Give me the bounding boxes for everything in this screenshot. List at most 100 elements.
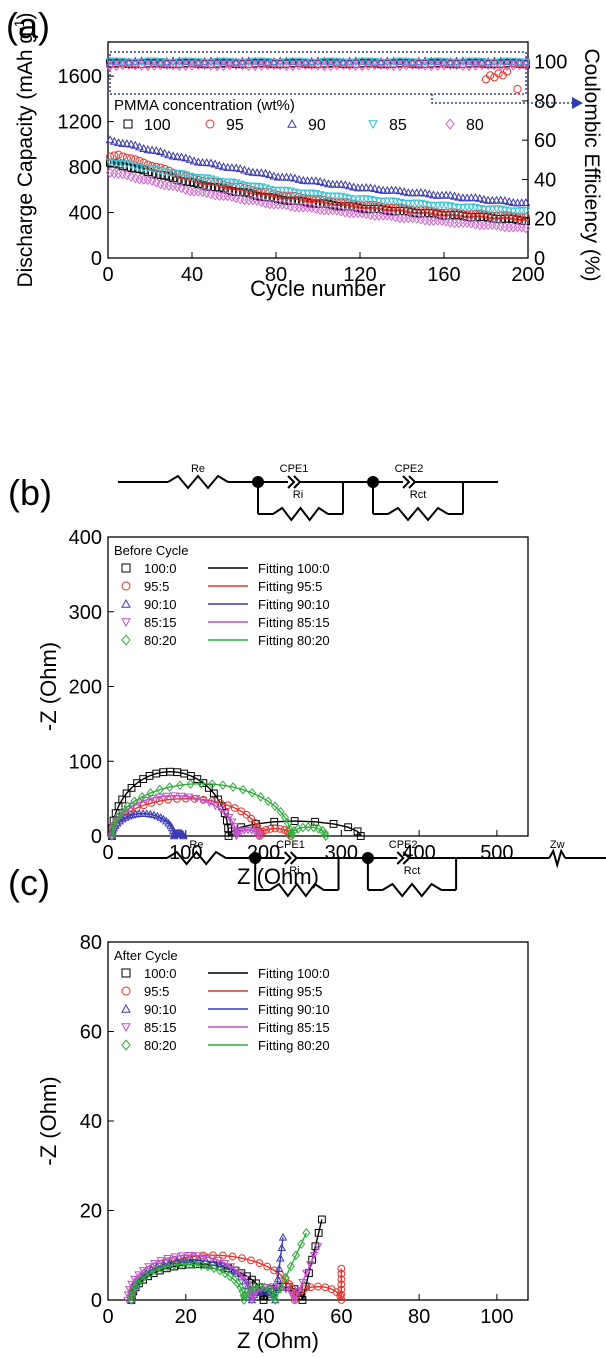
efficiency-point (269, 57, 279, 66)
capacity-point (122, 139, 132, 148)
legend-label: 85:15 (144, 1020, 177, 1035)
efficiency-point (174, 58, 184, 67)
capacity-point (223, 181, 232, 190)
efficiency-point (364, 60, 373, 71)
capacity-series-85 (105, 158, 531, 216)
capacity-point (508, 198, 518, 207)
data-point (209, 1263, 218, 1274)
capacity-point (172, 152, 182, 161)
data-point (271, 1295, 280, 1305)
efficiency-point (244, 58, 254, 67)
efficiency-point (111, 57, 121, 66)
capacity-point (298, 189, 308, 198)
capacity-point (404, 205, 413, 214)
capacity-point (508, 207, 518, 216)
efficiency-point (452, 56, 462, 65)
efficiency-point (282, 56, 291, 65)
data-point (243, 1287, 252, 1297)
circuit-label-re: Re (189, 839, 203, 851)
legend-fit-label: Fitting 80:20 (258, 1038, 330, 1053)
legend-marker (445, 118, 455, 130)
data-point (162, 792, 171, 801)
efficiency-point (237, 56, 247, 65)
efficiency-point (452, 60, 461, 71)
panel-label: (a) (6, 5, 50, 46)
y-axis-title-superscript: -1 (11, 19, 27, 32)
y2-tick-label: 40 (534, 169, 556, 191)
efficiency-point (257, 60, 266, 71)
capacity-point (496, 195, 506, 204)
capacity-point (232, 187, 241, 196)
capacity-point (425, 206, 434, 215)
data-point (337, 1264, 346, 1273)
capacity-point (328, 179, 338, 188)
legend-fit-label: Fitting 85:15 (258, 615, 330, 630)
capacity-point (303, 189, 312, 198)
capacity-point (206, 158, 216, 167)
capacity-point (248, 167, 258, 176)
data-point (286, 1288, 295, 1297)
data-point (236, 1282, 245, 1293)
data-point (272, 1285, 281, 1293)
data-point (276, 806, 285, 817)
legend-label: 90:10 (144, 597, 177, 612)
capacity-point (122, 170, 132, 181)
data-point (118, 814, 127, 823)
data-point (321, 831, 330, 841)
efficiency-highlight-box (109, 51, 527, 95)
efficiency-point (490, 60, 499, 71)
efficiency-point (263, 60, 272, 71)
capacity-point (177, 152, 186, 161)
data-point (293, 823, 303, 834)
capacity-point (400, 204, 409, 213)
legend-marker (205, 119, 215, 129)
warburg-icon (548, 848, 567, 869)
y2-tick-label: 60 (534, 130, 556, 152)
efficiency-point (137, 58, 147, 67)
capacity-point (395, 203, 404, 212)
capacity-point (361, 183, 371, 192)
legend-label: 85 (389, 117, 407, 134)
data-point (127, 1280, 136, 1289)
data-point (230, 804, 239, 812)
capacity-point (408, 199, 417, 208)
efficiency-point (433, 60, 442, 72)
data-point (118, 806, 127, 817)
efficiency-point (212, 58, 222, 67)
efficiency-point (420, 56, 430, 65)
capacity-point (454, 192, 464, 201)
data-point (137, 791, 147, 802)
x-tick-label: 500 (480, 842, 513, 864)
capacity-point (240, 165, 249, 174)
efficiency-point (194, 59, 203, 71)
legend-marker (121, 618, 131, 628)
capacity-point (324, 192, 333, 201)
efficiency-point (137, 56, 147, 65)
data-point (146, 809, 155, 818)
data-point (248, 1292, 258, 1301)
data-point (149, 810, 159, 819)
capacity-point (378, 197, 388, 206)
capacity-point (483, 219, 493, 231)
data-point (187, 1255, 196, 1263)
x-tick-label: 0 (102, 1306, 113, 1328)
capacity-point (404, 213, 413, 224)
y2-tick-label: 100 (534, 52, 567, 74)
capacity-point (391, 185, 401, 194)
data-point (169, 792, 179, 801)
capacity-point (299, 193, 308, 203)
efficiency-point (515, 58, 525, 67)
capacity-point (429, 190, 438, 199)
efficiency-point (326, 60, 335, 72)
capacity-point (475, 193, 485, 202)
efficiency-point (288, 57, 298, 66)
capacity-point (198, 157, 207, 167)
efficiency-point (357, 57, 367, 66)
data-point (356, 832, 365, 840)
legend-label: 95 (226, 117, 244, 134)
capacity-point (479, 220, 489, 231)
data-point (302, 1269, 311, 1278)
efficiency-point (439, 57, 449, 66)
circuit-label-cpe1: CPE1 (280, 463, 309, 475)
x-tick-label: 60 (330, 1306, 352, 1328)
